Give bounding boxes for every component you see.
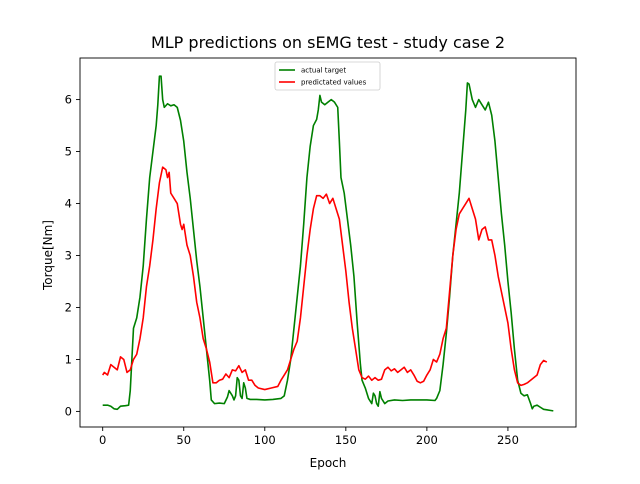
x-axis-label: Epoch [310, 456, 347, 470]
y-tick-label: 2 [65, 300, 72, 314]
y-tick-label: 3 [65, 248, 72, 262]
x-tick-label: 0 [99, 433, 106, 447]
legend-box [274, 61, 381, 91]
series-line-2 [102, 166, 548, 391]
plot-area: 0 50 100 150 200 250 0 1 2 3 4 5 6 [65, 57, 577, 447]
y-tick-label: 0 [65, 404, 72, 418]
x-tick-label: 100 [254, 433, 276, 447]
x-tick-label: 150 [335, 433, 357, 447]
series-line-1 [102, 75, 554, 412]
x-tick-label: 200 [416, 433, 438, 447]
x-tick-label: 250 [497, 433, 519, 447]
x-tick-label: 50 [176, 433, 191, 447]
y-tick-label: 5 [65, 145, 72, 159]
legend-label-2: predictated values [301, 79, 367, 87]
y-axis-label: Torque[Nm] [41, 220, 55, 291]
chart-title: MLP predictions on sEMG test - study cas… [151, 33, 505, 52]
y-tick-label: 6 [65, 93, 72, 107]
legend-label-1: actual target [301, 67, 346, 75]
y-tick-label: 1 [65, 352, 72, 366]
y-tick-label: 4 [65, 197, 72, 211]
legend: actual target predictated values [274, 61, 381, 91]
axes-frame [79, 57, 577, 428]
